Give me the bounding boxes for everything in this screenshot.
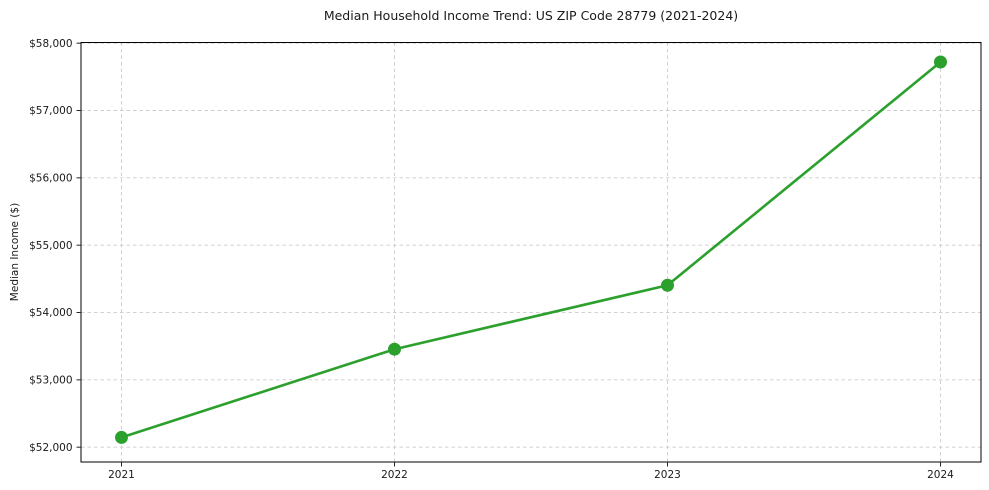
- chart-title: Median Household Income Trend: US ZIP Co…: [323, 8, 739, 23]
- plot-border: [80, 42, 982, 463]
- x-tick-label: 2021: [108, 469, 135, 481]
- y-tick-label: $53,000: [29, 375, 72, 387]
- y-tick-label: $57,000: [29, 105, 72, 117]
- y-tick-label: $52,000: [29, 442, 72, 454]
- x-tick-label: 2023: [654, 469, 681, 481]
- data-point-2021: [115, 430, 128, 444]
- y-tick-label: $55,000: [29, 240, 72, 252]
- x-tick-label: 2024: [927, 469, 954, 481]
- y-tick-label: $56,000: [29, 173, 72, 185]
- y-tick-label: $54,000: [29, 307, 72, 319]
- data-point-2023: [661, 278, 674, 292]
- trend-line: [121, 61, 942, 439]
- y-tick-label: $58,000: [29, 38, 72, 50]
- x-tick-label: 2022: [381, 469, 408, 481]
- data-point-2024: [934, 55, 947, 69]
- data-point-2022: [388, 342, 401, 356]
